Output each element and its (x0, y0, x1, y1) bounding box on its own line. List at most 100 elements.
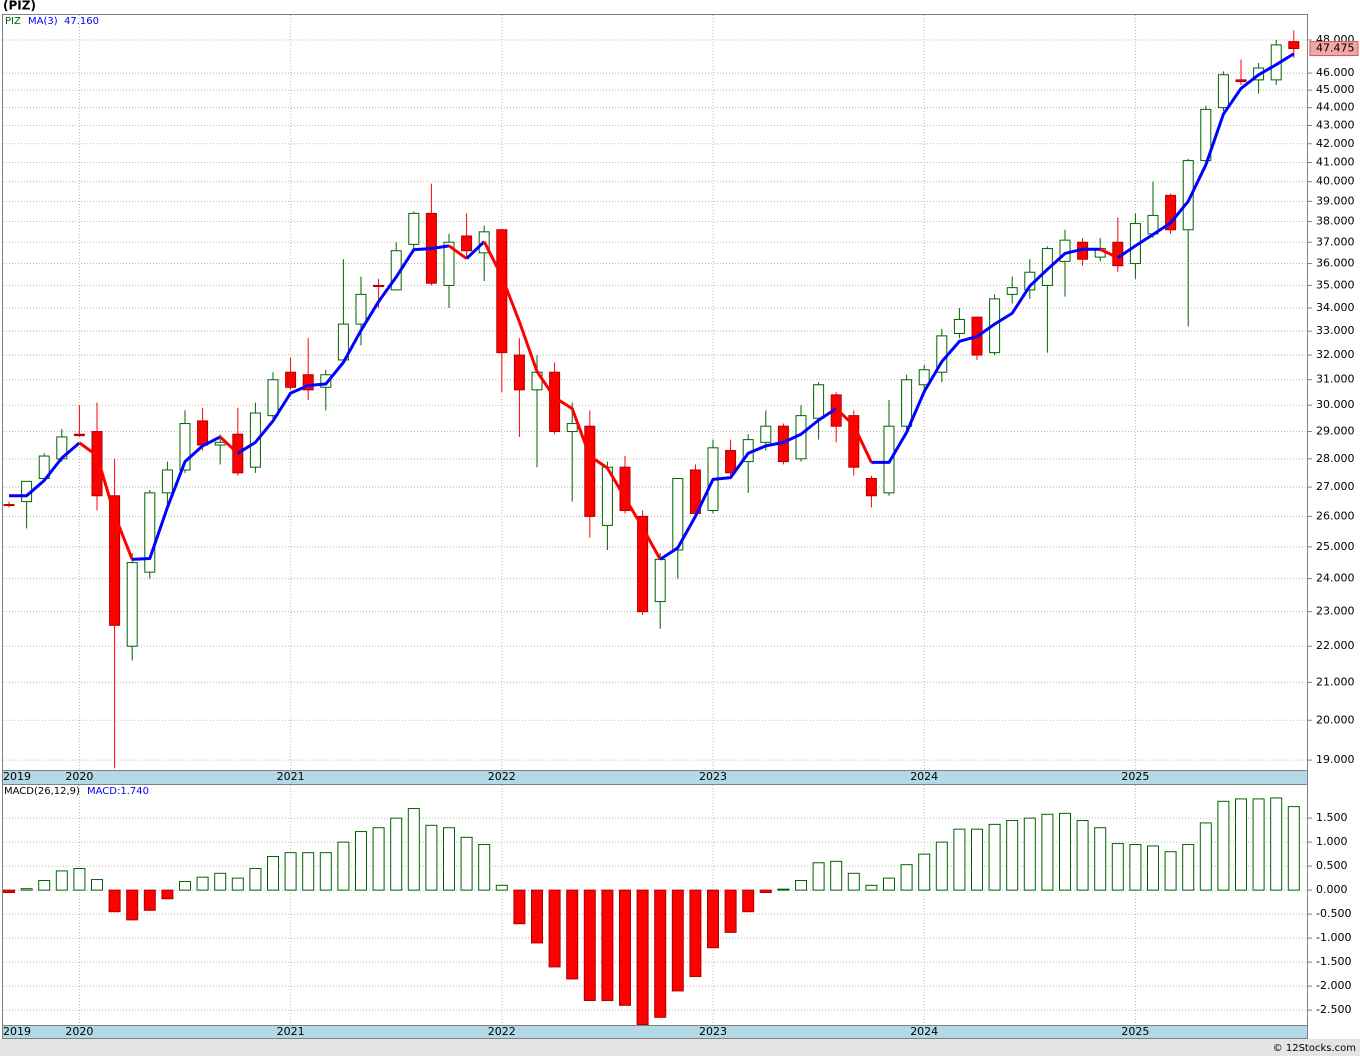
y-tick-label: -2.500 (1316, 1003, 1351, 1016)
macd-readout: MACD:1.740 (87, 786, 149, 797)
candle-body (214, 441, 226, 446)
candle-body (865, 477, 877, 497)
candle-body (918, 369, 930, 386)
candle-body (654, 558, 666, 603)
ma-line (78, 441, 134, 560)
macd-bar (1270, 797, 1283, 891)
x-tick-label: 2020 (65, 1025, 93, 1038)
y-tick-label: 27.000 (1316, 480, 1355, 493)
candle-body (302, 374, 314, 391)
macd-bar (742, 889, 755, 913)
ma-line (659, 407, 838, 561)
candle-body (496, 229, 508, 354)
ma-line (219, 435, 239, 455)
y-tick-label: 35.000 (1316, 278, 1355, 291)
y-tick-label: 20.000 (1316, 713, 1355, 726)
macd-bar (1147, 845, 1159, 891)
macd-bar (179, 880, 191, 891)
price-panel (2, 14, 1308, 771)
candle-body (109, 495, 121, 626)
x-tick-label: 2021 (277, 1025, 305, 1038)
macd-bar (20, 888, 33, 891)
macd-bar (1182, 844, 1195, 891)
y-tick-label: 29.000 (1316, 425, 1355, 438)
macd-bar (759, 889, 772, 894)
y-tick-label: 19.000 (1316, 753, 1355, 766)
y-tick-label: 42.000 (1316, 137, 1355, 150)
y-tick-label: -0.500 (1316, 907, 1351, 920)
candle-body (408, 212, 420, 245)
macd-bar (372, 827, 385, 891)
x-tick-label: 2019 (3, 1025, 31, 1038)
y-tick-label: 1.500 (1316, 811, 1348, 824)
macd-bar (495, 884, 508, 891)
y-tick-label: 26.000 (1316, 509, 1355, 522)
macd-bar (988, 823, 1001, 891)
macd-bar (619, 889, 631, 1006)
macd-bar (38, 880, 51, 891)
macd-bar (1023, 817, 1036, 891)
candle-body (760, 425, 772, 443)
macd-bar (267, 856, 279, 891)
x-tick-label: 2022 (488, 770, 516, 783)
macd-bar (337, 841, 350, 891)
legend-ma: MA(3) (28, 16, 58, 27)
macd-bar (302, 852, 315, 891)
y-tick-label: -2.000 (1316, 979, 1351, 992)
ma-line (448, 244, 468, 260)
candle-body (3, 504, 15, 507)
y-tick-label: 45.000 (1316, 83, 1355, 96)
candle-body (373, 284, 385, 288)
candle-body (1235, 79, 1247, 83)
x-tick-label: 2022 (488, 1025, 516, 1038)
macd-year-band (2, 1025, 1308, 1039)
macd-bar (249, 868, 262, 891)
y-tick-label: 36.000 (1316, 257, 1355, 270)
macd-bar (143, 889, 156, 911)
macd-bar (214, 872, 227, 891)
macd-bar (830, 860, 843, 891)
macd-bar (3, 889, 15, 894)
candle-body (1041, 248, 1053, 286)
macd-bar (425, 824, 438, 891)
macd-bar (91, 879, 103, 891)
ma-line (835, 407, 873, 464)
y-tick-label: 41.000 (1316, 155, 1355, 168)
y-tick-label: 22.000 (1316, 639, 1355, 652)
last-price-label: 47.475 (1316, 42, 1355, 55)
macd-bar (548, 889, 561, 968)
y-tick-label: 1.000 (1316, 835, 1348, 848)
macd-bar (847, 872, 860, 891)
macd-bar (689, 889, 702, 978)
macd-bar (73, 868, 86, 891)
macd-bar (1094, 827, 1107, 891)
candle-body (549, 371, 561, 433)
y-tick-label: 23.000 (1316, 605, 1355, 618)
candle-body (901, 379, 913, 427)
macd-bar (865, 884, 878, 891)
y-tick-label: 21.000 (1316, 675, 1355, 688)
macd-bar (1076, 820, 1089, 891)
macd-bar (935, 841, 948, 891)
macd-bar (1111, 843, 1124, 891)
footer-strip (0, 1039, 1360, 1056)
macd-bar (601, 889, 614, 1002)
y-tick-label: 44.000 (1316, 101, 1355, 114)
candle-body (637, 515, 649, 613)
macd-bar (407, 808, 420, 891)
macd-bar (108, 889, 121, 913)
y-tick-label: 46.000 (1316, 66, 1355, 79)
macd-bar (531, 889, 543, 944)
y-tick-label: 39.000 (1316, 194, 1355, 207)
y-tick-label: 0.000 (1316, 883, 1348, 896)
y-tick-label: 30.000 (1316, 398, 1355, 411)
candle-body (232, 433, 244, 474)
y-tick-label: -1.000 (1316, 931, 1351, 944)
x-tick-label: 2024 (910, 770, 938, 783)
candle-body (848, 415, 860, 468)
y-tick-label: 33.000 (1316, 324, 1355, 337)
ma-line (871, 247, 1101, 464)
macd-bar (55, 870, 68, 891)
macd-bar (671, 889, 684, 992)
legend-symbol: PIZ (5, 16, 21, 27)
